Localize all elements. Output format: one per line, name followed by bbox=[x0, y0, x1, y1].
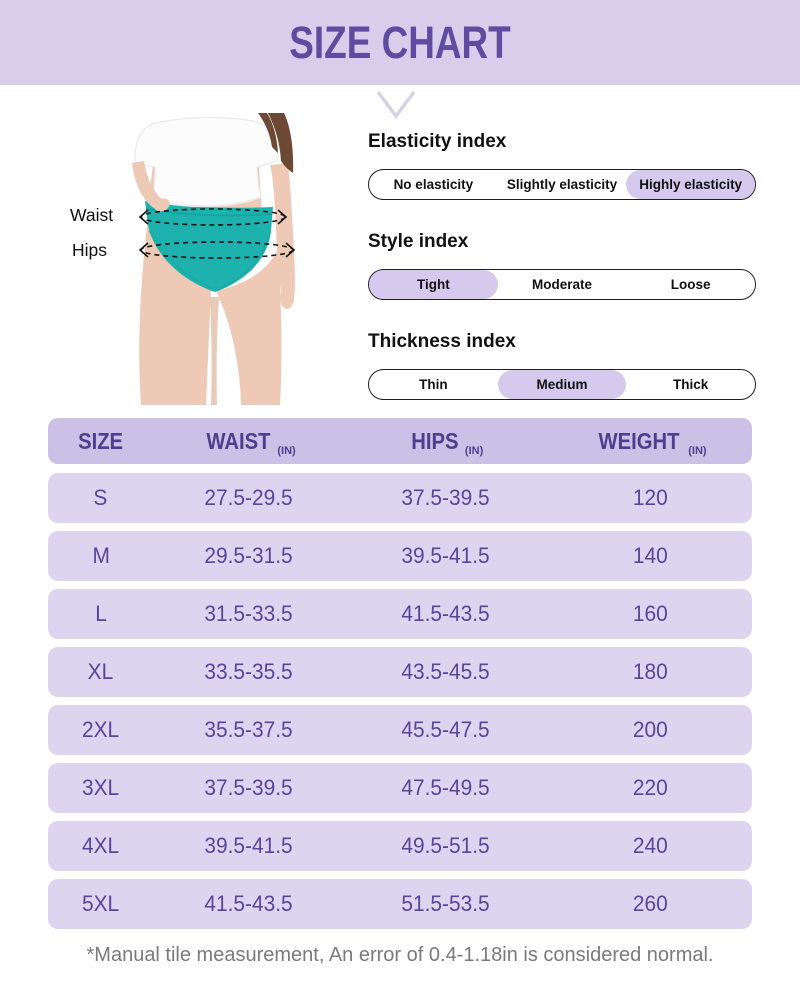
cell-hips: 41.5-43.5 bbox=[401, 601, 490, 626]
index-group: Elasticity index No elasticity Slightly … bbox=[368, 131, 756, 200]
cell-size: XL bbox=[88, 659, 114, 684]
cell-weight: 160 bbox=[632, 601, 668, 626]
cell-size: 5XL bbox=[82, 891, 120, 916]
cell-waist: 37.5-39.5 bbox=[204, 775, 293, 800]
cell-hips: 45.5-47.5 bbox=[401, 717, 490, 742]
cell-size: 2XL bbox=[82, 717, 120, 742]
index-option[interactable]: Slightly elasticity bbox=[506, 177, 618, 192]
table-row: 3XL 37.5-39.5 47.5-49.5 220 bbox=[48, 763, 752, 813]
cell-size: L bbox=[94, 601, 107, 626]
cell-waist: 35.5-37.5 bbox=[204, 717, 293, 742]
unit-label: (IN) bbox=[688, 444, 707, 457]
cell-waist: 39.5-41.5 bbox=[204, 833, 293, 858]
col-header-weight: WEIGHT (IN) bbox=[598, 427, 707, 457]
index-title: Elasticity index bbox=[368, 131, 507, 152]
unit-label: (IN) bbox=[464, 444, 484, 457]
cell-waist: 27.5-29.5 bbox=[204, 485, 293, 510]
table-row: 2XL 35.5-37.5 45.5-47.5 200 bbox=[48, 705, 752, 755]
page-title: SIZE CHART bbox=[289, 16, 511, 68]
cell-size: 3XL bbox=[82, 775, 120, 800]
index-option[interactable]: Highly elasticity bbox=[626, 170, 755, 199]
cell-hips: 39.5-41.5 bbox=[401, 543, 490, 568]
cell-waist: 33.5-35.5 bbox=[204, 659, 293, 684]
cell-weight: 200 bbox=[632, 717, 668, 742]
hips-label: Hips bbox=[72, 240, 108, 260]
cell-waist: 41.5-43.5 bbox=[204, 891, 293, 916]
index-option[interactable]: No elasticity bbox=[393, 177, 474, 192]
size-table: SIZE WAIST (IN) HIPS (IN) WEIGHT (IN) S 27.… bbox=[48, 418, 752, 937]
cell-weight: 220 bbox=[632, 775, 668, 800]
index-group: Thickness index Thin Medium Thick bbox=[368, 331, 756, 400]
cell-weight: 240 bbox=[632, 833, 668, 858]
cell-size: 4XL bbox=[82, 833, 120, 858]
index-title: Style index bbox=[368, 231, 469, 252]
table-row: S 27.5-29.5 37.5-39.5 120 bbox=[48, 473, 752, 523]
chevron-down-icon bbox=[376, 90, 416, 119]
waist-label: Waist bbox=[70, 205, 114, 225]
index-pill: Tight Moderate Loose bbox=[368, 269, 756, 300]
index-option[interactable]: Loose bbox=[670, 277, 711, 292]
index-title: Thickness index bbox=[368, 331, 516, 352]
cell-hips: 49.5-51.5 bbox=[401, 833, 490, 858]
cell-weight: 260 bbox=[632, 891, 668, 916]
index-option[interactable]: Thin bbox=[419, 377, 448, 392]
cell-weight: 140 bbox=[632, 543, 668, 568]
index-group: Style index Tight Moderate Loose bbox=[368, 231, 756, 300]
cell-hips: 51.5-53.5 bbox=[401, 891, 490, 916]
index-option[interactable]: Moderate bbox=[532, 277, 593, 292]
table-row: 5XL 41.5-43.5 51.5-53.5 260 bbox=[48, 879, 752, 929]
index-option[interactable]: Medium bbox=[497, 370, 627, 399]
cell-waist: 31.5-33.5 bbox=[204, 601, 293, 626]
index-column: Elasticity index No elasticity Slightly … bbox=[368, 131, 756, 431]
table-row: M 29.5-31.5 39.5-41.5 140 bbox=[48, 531, 752, 581]
cell-weight: 180 bbox=[632, 659, 668, 684]
product-photo bbox=[120, 113, 305, 405]
cell-weight: 120 bbox=[632, 485, 668, 510]
index-option[interactable]: Thick bbox=[673, 377, 709, 392]
col-header-hips: HIPS (IN) bbox=[411, 427, 484, 457]
cell-hips: 37.5-39.5 bbox=[401, 485, 490, 510]
col-header-waist: WAIST (IN) bbox=[205, 427, 296, 457]
header-banner: SIZE CHART bbox=[0, 0, 800, 85]
index-pill: Thin Medium Thick bbox=[368, 369, 756, 400]
measurement-disclaimer: *Manual tile measurement, An error of 0.… bbox=[86, 944, 714, 966]
cell-size: S bbox=[93, 485, 108, 510]
index-pill: No elasticity Slightly elasticity Highly… bbox=[368, 169, 756, 200]
table-row: 4XL 39.5-41.5 49.5-51.5 240 bbox=[48, 821, 752, 871]
table-row: XL 33.5-35.5 43.5-45.5 180 bbox=[48, 647, 752, 697]
col-header-size: SIZE bbox=[78, 427, 124, 454]
cell-waist: 29.5-31.5 bbox=[204, 543, 293, 568]
table-header-row: SIZE WAIST (IN) HIPS (IN) WEIGHT (IN) bbox=[48, 418, 752, 464]
index-option[interactable]: Tight bbox=[369, 270, 498, 299]
cell-size: M bbox=[92, 543, 110, 568]
unit-label: (IN) bbox=[277, 444, 296, 457]
cell-hips: 47.5-49.5 bbox=[401, 775, 490, 800]
cell-hips: 43.5-45.5 bbox=[401, 659, 490, 684]
table-row: L 31.5-33.5 41.5-43.5 160 bbox=[48, 589, 752, 639]
model-illustration bbox=[132, 113, 296, 405]
